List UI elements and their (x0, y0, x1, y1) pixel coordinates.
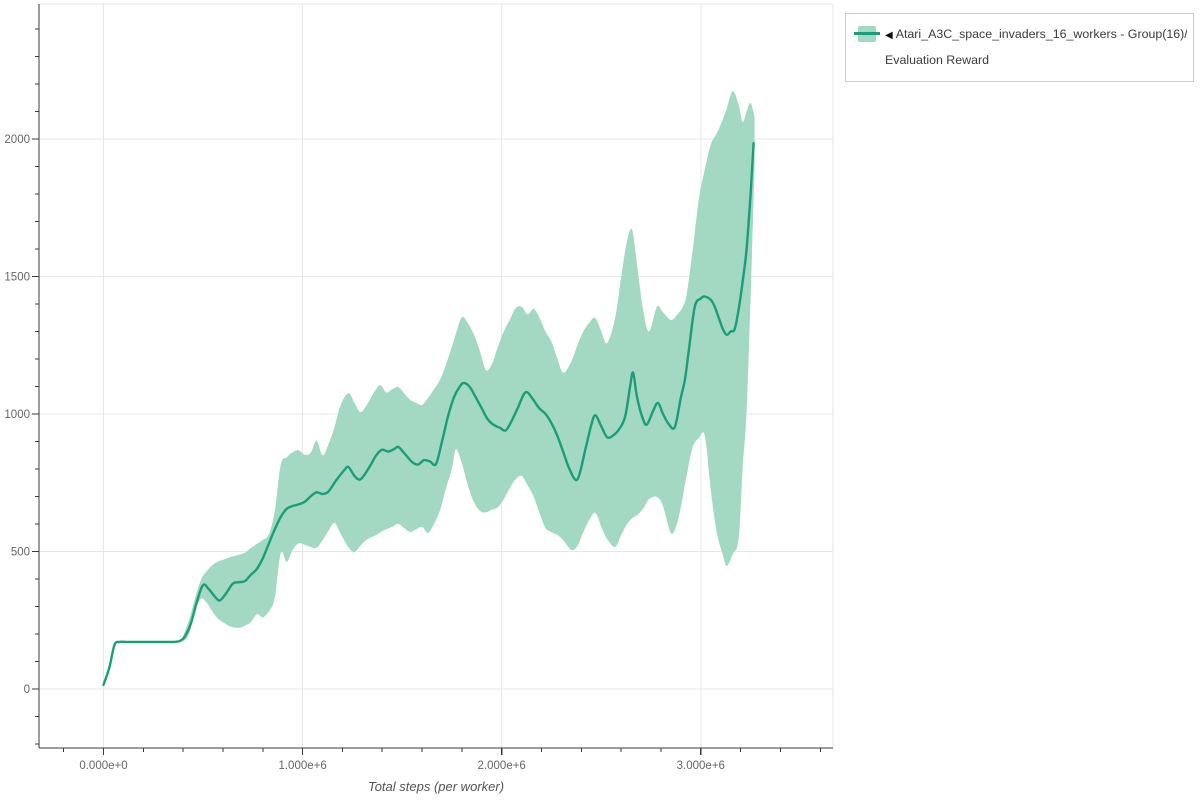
legend-line-swatch (854, 32, 880, 35)
series-line (102, 141, 755, 686)
x-axis-title: Total steps (per worker) (367, 779, 505, 794)
x-tick-label: 2.000e+6 (478, 760, 526, 772)
y-tick-label: 1500 (4, 271, 30, 283)
y-tick-label: 0 (24, 684, 30, 696)
legend-swatch-icon (854, 26, 880, 42)
x-tick-label: 0.000e+0 (79, 760, 127, 772)
series-band (183, 91, 755, 643)
legend-marker-icon: ◀ (885, 30, 893, 41)
legend-label-line2: Evaluation Reward (885, 53, 990, 67)
x-tick-label: 1.000e+6 (278, 760, 326, 772)
x-tick-label: 3.000e+6 (677, 760, 725, 772)
legend[interactable]: ◀ Atari_A3C_space_invaders_16_workers - G… (845, 13, 1194, 82)
legend-label-line1: Atari_A3C_space_invaders_16_workers - Gr… (895, 27, 1187, 41)
y-tick-label: 2000 (4, 134, 30, 146)
y-tick-label: 500 (11, 546, 30, 558)
y-tick-label: 1000 (4, 409, 30, 421)
